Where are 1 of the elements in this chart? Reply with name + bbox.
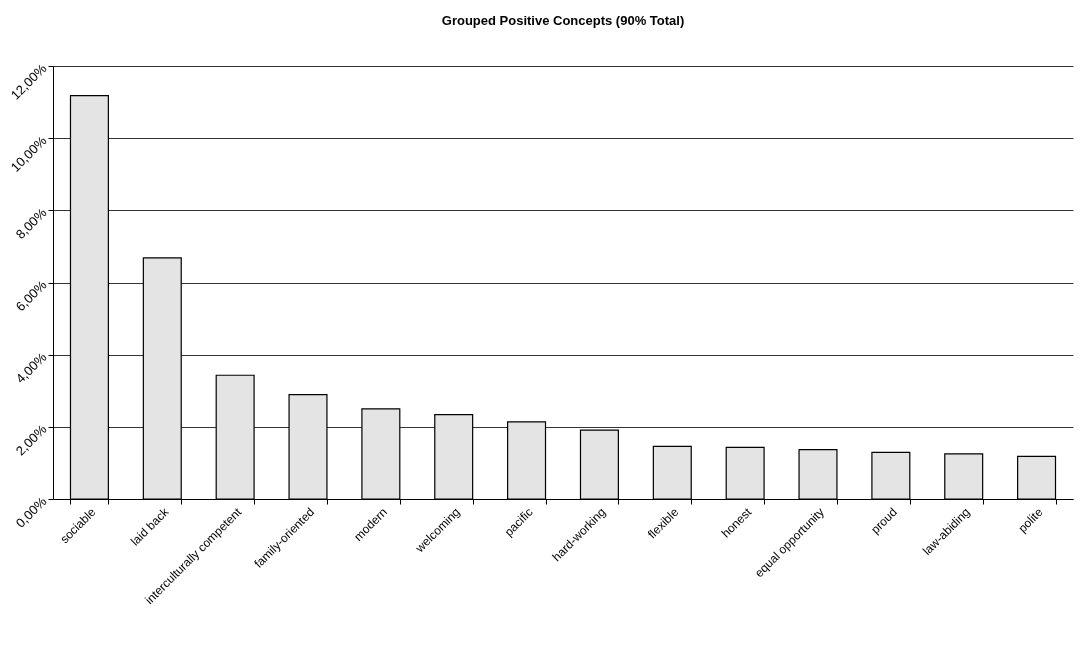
chart-title: Grouped Positive Concepts (90% Total) [441,12,685,28]
